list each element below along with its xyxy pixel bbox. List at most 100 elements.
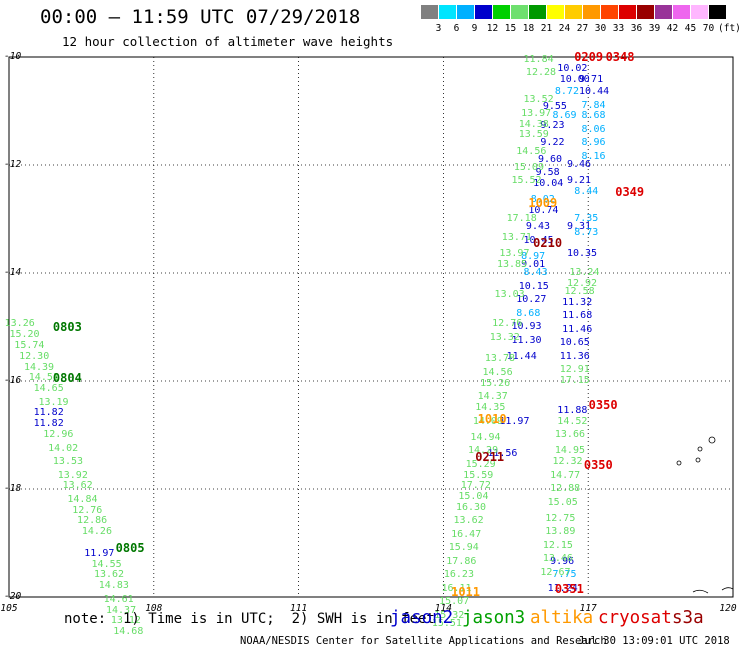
- wave-height-label: 17.15: [559, 375, 590, 386]
- pass-time-label: 0350: [583, 457, 613, 472]
- y-tick-label: -14: [4, 267, 22, 278]
- island-outline: [695, 457, 701, 463]
- legend-label: (ft): [718, 23, 740, 34]
- wave-height-label: 14.26: [81, 526, 112, 538]
- wave-height-label: 11.68: [562, 310, 593, 322]
- legend-label: 6: [453, 23, 460, 34]
- wave-height-label: 10.45: [523, 234, 554, 246]
- wave-height-label: 10.27: [516, 294, 547, 305]
- wave-height-label: 11.97: [84, 547, 115, 559]
- y-tick-label: -18: [4, 483, 22, 494]
- legend-label: 36: [630, 23, 643, 34]
- wave-height-label: 8.72: [554, 86, 579, 98]
- wave-height-label: 8.44: [574, 186, 599, 197]
- wave-height-label: 15.59: [463, 469, 494, 481]
- wave-height-label: 13.19: [38, 396, 69, 408]
- legend-label: 12: [486, 23, 499, 34]
- wave-height-label: 13.59: [518, 129, 549, 141]
- wave-height-label: 16.11: [441, 582, 472, 594]
- wave-height-label: 11.44: [506, 350, 537, 362]
- wave-height-label: 10.15: [518, 280, 549, 292]
- wave-height-label: 7.35: [574, 213, 599, 224]
- legend-swatch: [637, 5, 654, 19]
- island-outline: [676, 460, 682, 466]
- y-tick-label: -16: [4, 375, 22, 386]
- legend-label: 30: [594, 23, 607, 34]
- legend-swatch: [511, 5, 528, 19]
- x-tick-label: 114: [434, 603, 452, 614]
- y-tick-label: -10: [4, 51, 22, 62]
- wave-height-label: 13.03: [494, 288, 525, 300]
- wave-height-label: 9.21: [566, 175, 592, 187]
- island-outline: [697, 446, 703, 452]
- wave-height-label: 14.61: [103, 593, 134, 605]
- wave-height-label: 13.46: [542, 553, 573, 565]
- wave-height-label: 14.65: [33, 383, 64, 395]
- wave-height-label: 13.78: [484, 353, 516, 365]
- island-outline: [708, 436, 716, 444]
- legend-label: 18: [522, 23, 535, 34]
- wave-height-label: 9.60: [538, 153, 563, 165]
- wave-height-label: 15.20: [9, 329, 40, 341]
- legend-label: 27: [576, 23, 589, 34]
- wave-height-label: 13.32: [489, 331, 520, 343]
- wave-height-label: 15.74: [14, 339, 45, 351]
- pass-time-label: 0351: [554, 581, 584, 596]
- legend-swatch: [601, 5, 618, 19]
- wave-height-label: 12.30: [19, 350, 50, 362]
- legend-label: 39: [648, 23, 661, 34]
- wave-height-label: 15.09: [513, 161, 544, 173]
- wave-height-label: 13.62: [93, 569, 125, 581]
- legend-swatch: [619, 5, 636, 19]
- wave-height-label: 15.05: [547, 496, 578, 508]
- pass-time-label: 0804: [52, 371, 82, 386]
- wave-height-label: 13.53: [52, 456, 84, 467]
- wave-height-label: 9.22: [540, 137, 565, 149]
- wave-height-label: 13.62: [453, 515, 484, 527]
- x-tick-label: 120: [719, 603, 737, 614]
- wave-height-label: 8.68: [516, 307, 541, 319]
- wave-height-label: 10.74: [528, 204, 559, 216]
- wave-height-label: 8.97: [521, 250, 546, 262]
- wave-height-label: 12.76: [72, 504, 103, 516]
- wave-height-label: 8.16: [581, 150, 606, 162]
- x-tick-label: 111: [290, 603, 308, 614]
- wave-height-label: 14.56: [482, 366, 513, 378]
- pass-time-label: 0209: [574, 50, 604, 64]
- wave-height-label: 14.56: [516, 145, 547, 157]
- y-tick-label: -20: [4, 591, 22, 602]
- wave-height-label: 11.88: [557, 404, 588, 416]
- wave-height-label: 16.23: [443, 569, 474, 581]
- wave-height-label: 8.02: [530, 194, 555, 206]
- wave-height-label: 13.92: [57, 469, 88, 481]
- plot-frame: [8, 56, 734, 598]
- legend-label: 70: [702, 23, 715, 34]
- wave-height-label: 14.95: [554, 445, 585, 457]
- legend-swatch: [583, 5, 600, 19]
- y-tick-label: -12: [4, 159, 22, 170]
- wave-height-label: 8.43: [523, 267, 548, 278]
- wave-height-label: 9.96: [550, 555, 575, 567]
- wave-height-label: 8.69: [552, 110, 577, 122]
- legend-swatch: [421, 5, 438, 19]
- wave-height-label: 15.51: [431, 618, 462, 629]
- pass-time-label: 0210: [533, 236, 563, 251]
- wave-height-label: 14.55: [91, 558, 122, 570]
- legend-swatch: [709, 5, 726, 19]
- wave-height-label: 14.09: [472, 415, 503, 427]
- wave-height-label: 11.30: [511, 334, 542, 346]
- wave-height-label: 11.97: [499, 415, 530, 427]
- satellite-name: altika: [530, 608, 594, 628]
- legend-label: 15: [504, 23, 517, 34]
- pass-time-label: 1010: [477, 411, 507, 426]
- map-title: 00:00 – 11:59 UTC 07/29/2018: [40, 6, 361, 28]
- pass-time-label: 0348: [605, 50, 635, 64]
- legend-label: 24: [558, 23, 571, 34]
- legend-swatch: [457, 5, 474, 19]
- coastline: [692, 587, 734, 594]
- wave-height-label: 17.18: [506, 213, 537, 224]
- pass-time-label: 0211: [475, 449, 505, 464]
- wave-height-label: 14.83: [98, 580, 129, 592]
- wave-height-label: 11.82: [33, 418, 64, 430]
- legend-label: 9: [471, 23, 478, 34]
